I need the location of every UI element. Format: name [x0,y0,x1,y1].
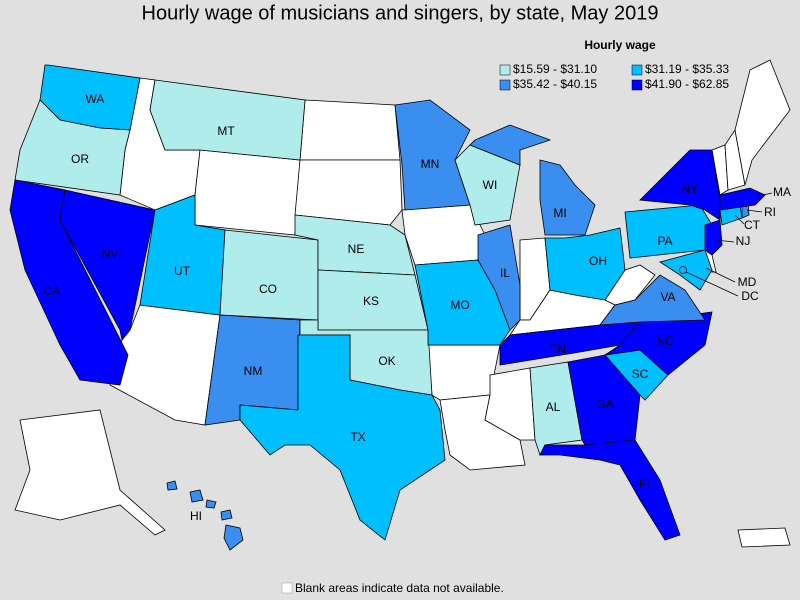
state-label: CT [744,218,761,232]
state-label: GA [596,397,613,411]
state-ar [427,344,501,401]
state-label: MD [738,275,757,289]
state-label: WI [483,178,498,192]
state [149,79,306,161]
state [469,124,552,166]
legend-swatch [631,79,643,91]
state-label: UT [174,264,191,278]
state [189,489,204,503]
state-nd [299,99,401,161]
state-label: MO [450,298,469,312]
state [223,524,244,551]
state [539,439,681,541]
state-label: OK [378,354,395,368]
state-pr [737,527,791,548]
state-label: NJ [736,234,751,248]
state-label: MA [773,185,791,199]
legend-label: $31.19 - $35.33 [645,62,729,76]
state [205,499,217,509]
legend-label: $41.90 - $62.85 [645,77,729,91]
state-label: PA [657,234,672,248]
state [704,219,723,256]
state-label: WA [86,92,105,106]
state-label: MT [217,124,235,138]
state-label: SC [632,367,649,381]
state-label: TX [350,430,365,444]
blank-states [14,59,791,548]
legend-swatch [631,64,643,76]
state-wy [194,149,301,236]
state-label: OR [71,152,89,166]
note: Blank areas indicate data not available. [295,581,504,595]
map-title: Hourly wage of musicians and singers, by… [142,2,659,24]
state-label: OH [589,254,607,268]
state [624,204,713,259]
data-states: WA OR CA NV MT UT CO NM NE KS OK TX MN MO WI IL MI OH TN AL… [9,64,791,551]
state-label: NV [102,247,119,261]
legend-label: $15.59 - $31.10 [513,62,597,76]
leader-line [734,214,745,225]
legend-swatch [499,79,511,91]
state [544,227,626,301]
legend: $15.59 - $31.10 $31.19 - $35.33 $35.42 - $… [499,62,729,91]
leader-line [757,192,773,197]
state-label: NC [656,334,674,348]
state-label: CO [259,282,277,296]
state-label: KS [363,294,379,308]
state-label: IL [500,266,510,280]
state [599,274,706,326]
state-label: TN [550,342,566,356]
state-label: DC [741,289,759,303]
state-label: CA [44,284,61,298]
state [239,334,446,541]
state [719,187,766,211]
state-label: FL [639,477,653,491]
state-label: NM [244,364,263,378]
state-sd [294,159,403,226]
leader-line [685,271,739,297]
state-label: NE [348,242,365,256]
note-swatch [281,582,293,594]
leader-line [746,209,763,213]
state-me [734,59,791,186]
state [394,99,471,211]
state-label: HI [190,509,202,523]
state [539,159,596,236]
state-label: AL [546,400,561,414]
state [166,480,178,491]
state-label: NY [682,182,699,196]
legend-swatch [499,64,511,76]
state-label: MI [553,206,566,220]
legend-title: Hourly wage [584,38,656,52]
leader-line [705,267,736,283]
state-ak [14,409,166,536]
state-label: MN [421,157,440,171]
state-label: RI [764,205,776,219]
state [477,224,521,331]
state [220,509,233,521]
state-label: VA [660,290,675,304]
state [219,229,319,321]
leader-line [715,239,735,243]
state [679,266,687,274]
state [14,99,131,196]
legend-label: $35.42 - $40.15 [513,77,597,91]
